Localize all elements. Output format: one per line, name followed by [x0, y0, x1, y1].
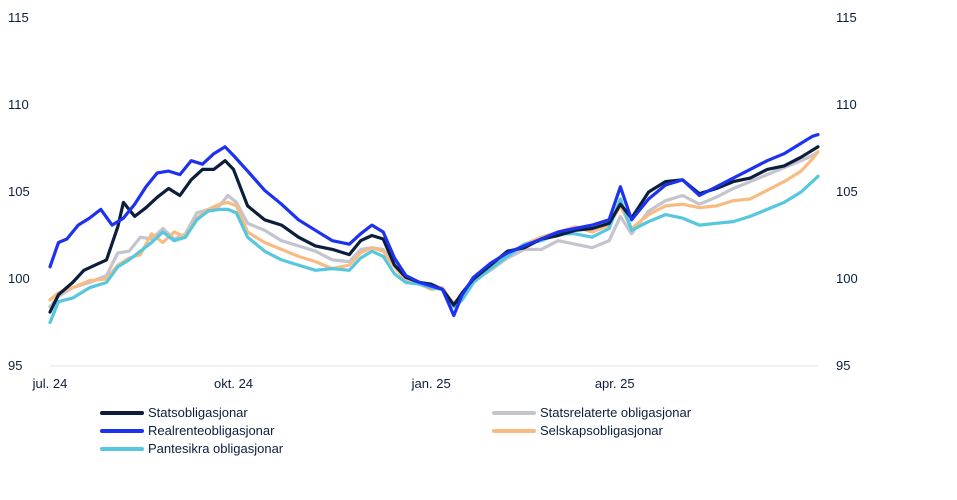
x-tick-label: okt. 24 [214, 376, 253, 391]
y-tick-label-left: 105 [8, 184, 30, 199]
x-tick-label: apr. 25 [595, 376, 635, 391]
y-tick-label-right: 100 [836, 271, 858, 286]
y-axis-right: 95 100 105 110 115 [836, 10, 858, 373]
y-tick-label-left: 115 [8, 10, 29, 25]
series-layer [48, 133, 820, 325]
y-tick-label-left: 95 [8, 358, 22, 373]
y-axis-left: 95 100 105 110 115 [8, 10, 30, 373]
series-line-pantesikra-obligasjonar [48, 174, 820, 325]
y-tick-label-left: 100 [8, 271, 30, 286]
y-tick-label-right: 95 [836, 358, 850, 373]
x-axis: jul. 24 okt. 24 jan. 25 apr. 25 [32, 376, 635, 391]
y-tick-label-right: 115 [836, 10, 857, 25]
x-tick-label: jan. 25 [411, 376, 451, 391]
y-tick-label-left: 110 [8, 97, 29, 112]
y-tick-label-right: 105 [836, 184, 858, 199]
y-tick-label-right: 110 [836, 97, 857, 112]
series-line-realrenteobligasjonar [48, 133, 820, 318]
series-line-statsobligasjonar [48, 145, 820, 314]
x-tick-label: jul. 24 [32, 376, 68, 391]
series-line-statsrelaterte-obligasjonar [48, 150, 820, 309]
